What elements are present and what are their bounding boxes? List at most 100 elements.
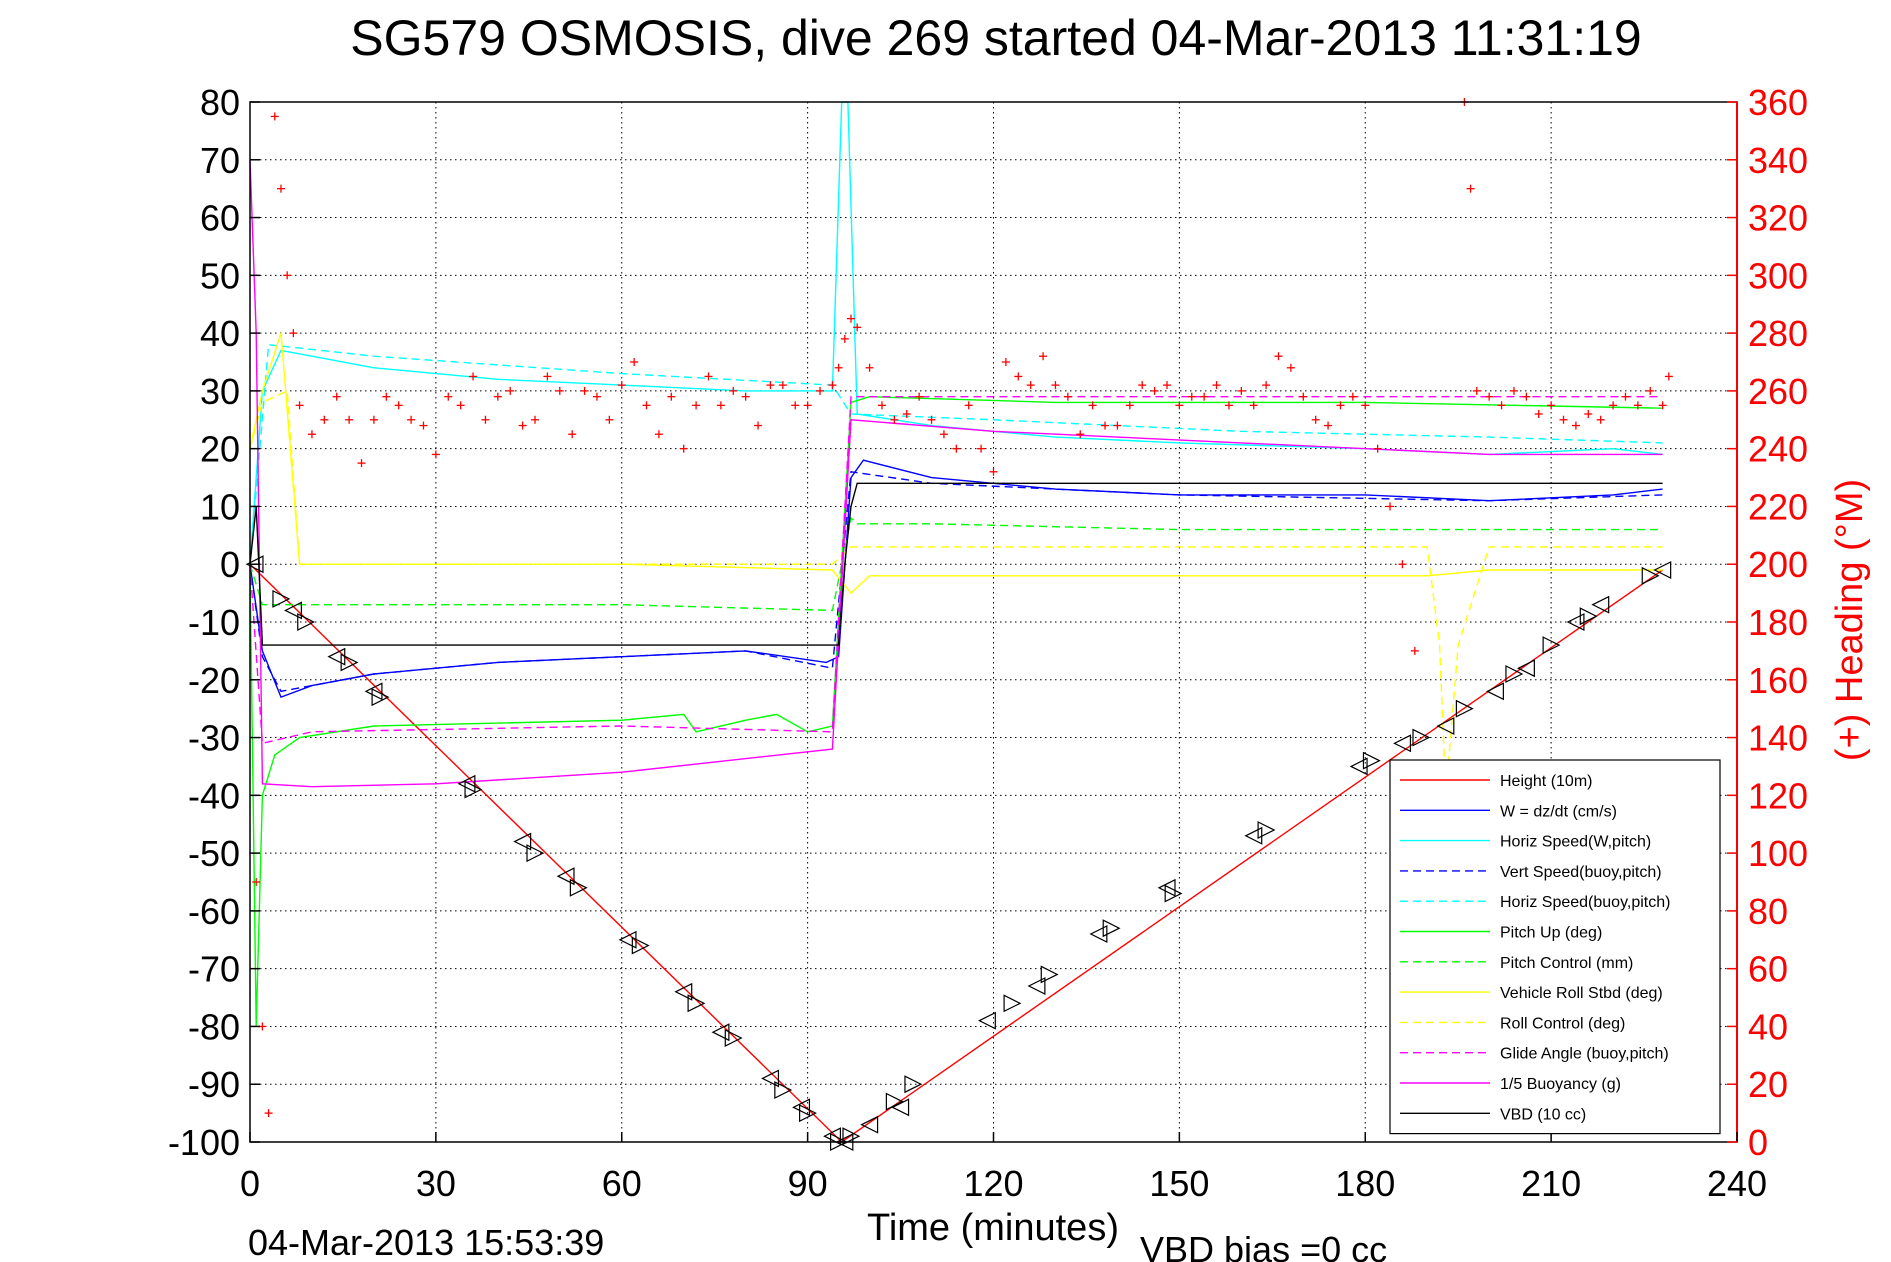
heading-point [295, 401, 304, 410]
heading-point [270, 112, 279, 121]
heading-point [667, 392, 676, 401]
heading-point [320, 415, 329, 424]
vbd-marker [1393, 734, 1412, 753]
y-axis-right: 3603403203002802602402202001801601401201… [1727, 82, 1808, 1163]
series-w-dz-dt-cm-s [249, 459, 1663, 698]
vbd-marker [842, 1127, 861, 1146]
vbd-marker [724, 1029, 743, 1047]
heading-point [568, 430, 577, 439]
heading-point [1373, 444, 1382, 453]
y-tick-label: -20 [188, 660, 240, 701]
vbd-marker [687, 994, 706, 1013]
legend-label: Pitch Up (deg) [1500, 925, 1602, 942]
heading-point [555, 386, 564, 395]
heading-point [1224, 401, 1233, 410]
heading-point [754, 421, 763, 430]
x-tick-label: 90 [788, 1163, 828, 1204]
y2-tick-label: 240 [1748, 429, 1808, 470]
y2-axis-label: (+) Heading (°M) [1829, 479, 1871, 761]
heading-point [642, 401, 651, 410]
legend-label: Roll Control (deg) [1500, 1015, 1625, 1032]
heading-point [407, 415, 416, 424]
heading-point [1051, 381, 1060, 390]
vbd-marker [284, 601, 302, 620]
vbd-marker [792, 1098, 811, 1117]
legend-label: Pitch Control (mm) [1500, 955, 1633, 972]
vbd-marker [860, 1115, 879, 1134]
y-tick-label: 10 [200, 486, 240, 527]
heading-point [1646, 386, 1655, 395]
heading-point [902, 410, 911, 418]
heading-point [283, 271, 292, 280]
heading-point [1547, 401, 1556, 410]
heading-point [382, 392, 391, 401]
heading-point [816, 386, 825, 395]
y2-tick-label: 340 [1748, 140, 1808, 181]
y-tick-label: -100 [168, 1122, 240, 1163]
heading-point [952, 444, 961, 453]
heading-point [493, 392, 502, 401]
vbd-marker [1040, 965, 1059, 984]
y-tick-label: 30 [200, 371, 240, 412]
heading-point [1101, 421, 1110, 430]
vbd-marker [1579, 607, 1598, 626]
heading-point [729, 386, 738, 395]
heading-point [1187, 392, 1196, 401]
series-pitch-control-mm [249, 516, 1663, 612]
legend-label: 1/5 Buoyancy (g) [1500, 1076, 1621, 1093]
heading-point [1014, 372, 1023, 381]
x-tick-label: 60 [602, 1163, 642, 1204]
y2-tick-label: 180 [1748, 602, 1808, 643]
vbd-marker [1362, 751, 1381, 770]
heading-point [654, 430, 663, 439]
vbd-marker [569, 878, 588, 897]
heading-point [846, 314, 855, 323]
x-tick-label: 180 [1335, 1163, 1395, 1204]
y-tick-label: -50 [188, 833, 240, 874]
vbd-marker [371, 688, 390, 707]
vbd-marker [904, 1075, 923, 1094]
heading-point [1621, 392, 1630, 401]
series-glide-angle-buoy-pitch [249, 396, 1663, 745]
heading-point [865, 363, 874, 372]
heading-point [1534, 410, 1543, 418]
heading-point [791, 401, 800, 410]
vbd-marker [631, 936, 650, 955]
heading-point [1348, 392, 1357, 401]
y-tick-label: 40 [200, 313, 240, 354]
heading-point [1522, 392, 1531, 401]
heading-point [481, 415, 490, 424]
series-vehicle-roll-stbd-deg [249, 332, 1663, 595]
heading-point [1466, 184, 1475, 193]
vbd-marker [364, 682, 383, 701]
y2-tick-label: 160 [1748, 660, 1808, 701]
heading-point [1212, 381, 1221, 390]
heading-point [1509, 386, 1518, 395]
heading-point [989, 467, 998, 476]
heading-point [518, 421, 527, 430]
heading-point [419, 421, 428, 430]
series-layer [249, 101, 1664, 1143]
heading-point [1658, 401, 1667, 410]
heading-point [1076, 430, 1085, 439]
vbd-marker [1436, 717, 1455, 735]
vbd-marker [674, 982, 693, 1001]
vbd-marker [1641, 566, 1660, 585]
heading-point [1361, 401, 1370, 410]
heading-point [506, 386, 515, 395]
vbd-marker [245, 555, 264, 574]
series-1-5-buoyancy-g [249, 159, 1663, 788]
vbd-marker [1003, 994, 1022, 1013]
x-tick-label: 210 [1521, 1163, 1581, 1204]
y2-tick-label: 300 [1748, 255, 1808, 296]
legend-label: Horiz Speed(buoy,pitch) [1500, 894, 1670, 911]
x-tick-label: 240 [1707, 1163, 1767, 1204]
heading-point [1088, 401, 1097, 410]
heading-point [369, 415, 378, 424]
y2-tick-label: 280 [1748, 313, 1808, 354]
footer-timestamp: 04-Mar-2013 15:53:39 [248, 1222, 604, 1262]
y-tick-label: 20 [200, 429, 240, 470]
heading-point [1664, 372, 1673, 381]
heading-point [605, 415, 614, 424]
